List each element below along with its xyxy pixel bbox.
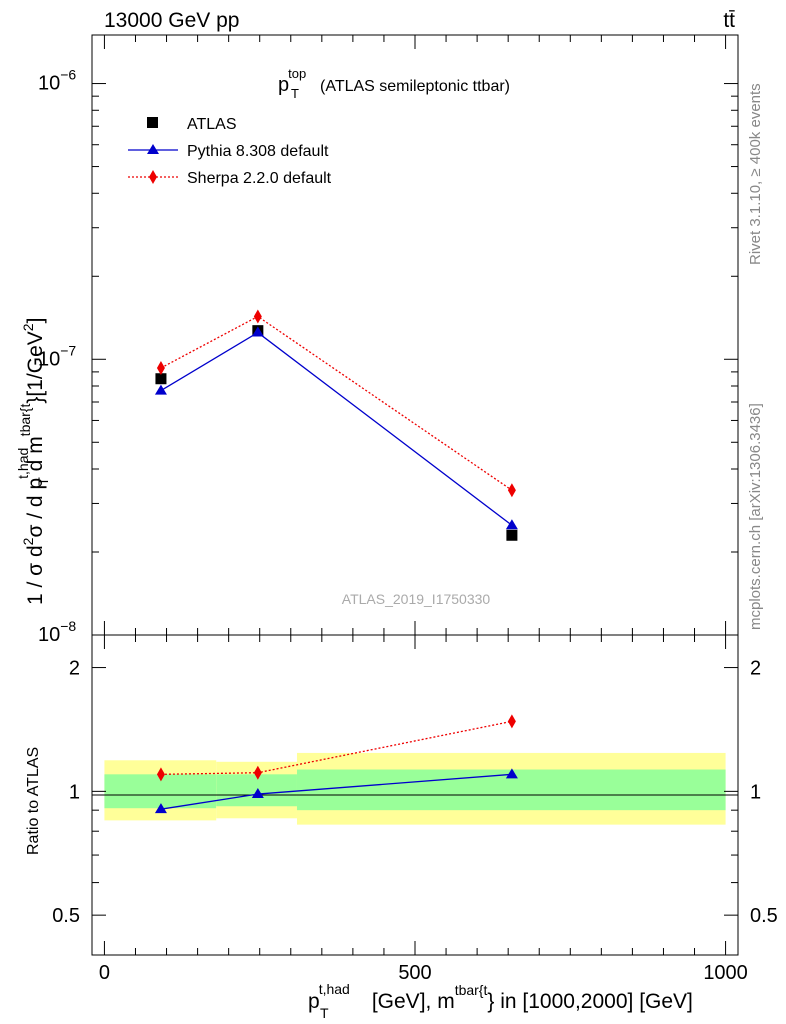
legend: ATLAS Pythia 8.308 default Sherpa 2.2.0 … xyxy=(128,116,332,187)
mcplots-label: mcplots.cern.ch [arXiv:1306.3436] xyxy=(747,403,764,630)
legend-atlas-marker xyxy=(147,117,158,128)
ratio-y-tick-label-left: 0.5 xyxy=(52,905,80,927)
ratio-data-point xyxy=(507,714,516,729)
data-point xyxy=(251,326,264,337)
ratio-uncertainty-bands xyxy=(104,752,726,825)
legend-sherpa-marker xyxy=(149,170,157,184)
plot-title: ptop T (ATLAS semileptonic ttbar) xyxy=(278,66,510,101)
ratio-plot-content xyxy=(154,714,518,814)
ratio-y-tick-label-left: 1 xyxy=(69,781,80,803)
rivet-version-label: Rivet 3.1.10, ≥ 400k events xyxy=(747,83,764,265)
data-point xyxy=(154,384,167,395)
legend-pythia-marker xyxy=(147,144,159,154)
ratio-data-point xyxy=(154,803,167,814)
main-x-ticks xyxy=(103,35,727,635)
legend-sherpa-label: Sherpa 2.2.0 default xyxy=(187,170,332,187)
data-point xyxy=(253,309,262,324)
ratio-y-tick-label-right: 1 xyxy=(750,781,761,803)
ratio-series-sherpa xyxy=(156,714,516,782)
analysis-watermark: ATLAS_2019_I1750330 xyxy=(342,591,491,607)
main-y-tick-label: 10−7 xyxy=(38,342,76,370)
main-y-axis: 10−6 10−7 10−8 xyxy=(38,67,738,646)
main-panel: 10−6 10−7 10−8 ATLAS_2019_I1750330 ptop T (A… xyxy=(15,34,739,646)
data-point xyxy=(155,373,167,385)
x-tick-label: 500 xyxy=(398,962,431,984)
main-y-tick-label: 10−6 xyxy=(38,67,76,95)
ratio-panel: 2 2 1 1 0.5 0.5 0 500 1000 Ratio to ATLAS pt,ha… xyxy=(25,634,778,1021)
legend-atlas-label: ATLAS xyxy=(187,116,237,133)
ratio-y-tick-label-right: 2 xyxy=(750,658,761,680)
data-point xyxy=(506,529,518,541)
data-point xyxy=(507,483,516,498)
ratio-y-tick-label-right: 0.5 xyxy=(750,905,778,927)
ratio-data-point xyxy=(251,788,264,799)
x-tick-label: 0 xyxy=(99,962,110,984)
data-point xyxy=(156,360,165,375)
ratio-y-axis: 2 2 1 1 0.5 0.5 xyxy=(52,658,778,956)
ratio-data-point xyxy=(253,765,262,780)
ratio-series-pythia xyxy=(154,768,518,814)
main-plot-content xyxy=(154,309,518,541)
series-line xyxy=(160,331,513,526)
data-point xyxy=(505,519,518,530)
series-line xyxy=(160,315,513,491)
legend-pythia-label: Pythia 8.308 default xyxy=(187,143,329,160)
ratio-data-point xyxy=(156,767,165,782)
ratio-data-point xyxy=(505,768,518,779)
series-pythia xyxy=(154,326,518,530)
ratio-y-tick-label-left: 2 xyxy=(69,658,80,680)
energy-label: 13000 GeV pp xyxy=(104,9,239,32)
main-y-tick-label: 10−8 xyxy=(38,618,76,646)
ratio-y-axis-title: Ratio to ATLAS xyxy=(25,747,42,855)
x-axis: 0 500 1000 xyxy=(99,635,748,984)
x-tick-label: 1000 xyxy=(703,962,748,984)
main-y-axis-title: 1 / σ d2σ / d pt,hadT d mtbar{t}[1/GeV2] xyxy=(15,318,51,605)
process-label: tt̄ xyxy=(723,9,735,32)
x-axis-title: pt,had T [GeV], mtbar{t} in [1000,2000] [… xyxy=(308,981,693,1021)
series-atlas xyxy=(155,325,518,541)
series-sherpa xyxy=(156,309,516,498)
